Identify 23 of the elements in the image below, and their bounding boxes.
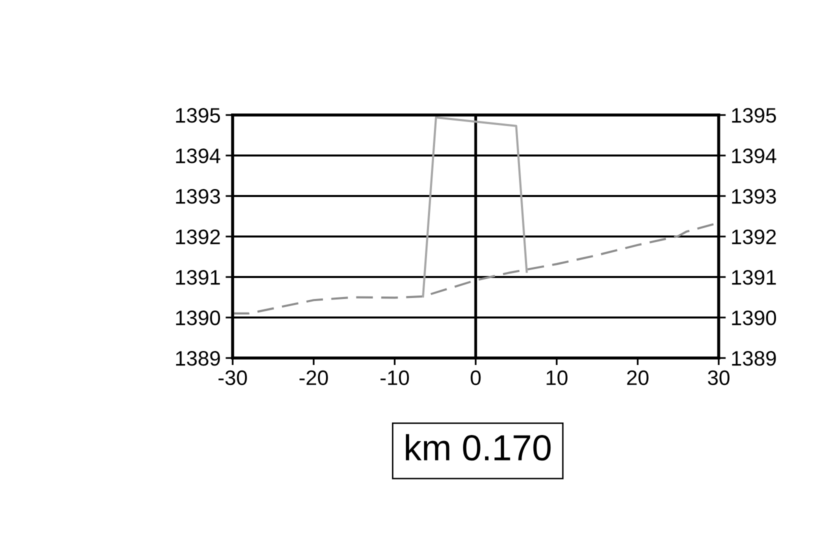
y2-tick-label: 1389 (732, 351, 776, 366)
y2-tick-label: 1390 (732, 310, 776, 326)
y2-tick-label: 1391 (732, 270, 776, 285)
x-tick-label: 30 (708, 370, 730, 386)
y-tick-label: 1393 (176, 189, 220, 204)
y2-tick-label: 1393 (732, 189, 776, 204)
y2-tick-label: 1395 (732, 108, 776, 123)
y-tick-label: 1391 (176, 270, 220, 285)
y-tick-label: 1389 (176, 351, 220, 366)
x-tick-label: -10 (380, 370, 409, 386)
y-tick-label: 1395 (176, 108, 220, 123)
y-tick-label: 1394 (176, 148, 220, 164)
y-tick-label: 1390 (176, 310, 220, 326)
x-tick-label: -20 (300, 370, 328, 386)
y2-tick-label: 1394 (732, 148, 776, 164)
x-tick-label: -30 (218, 370, 247, 386)
y2-tick-label: 1392 (732, 230, 776, 244)
line-series (422, 116, 528, 298)
x-tick-label: 20 (627, 370, 648, 386)
y-tick-label: 1392 (176, 230, 220, 244)
x-tick-label: 0 (470, 370, 481, 386)
text: km 0.170 (406, 434, 551, 461)
x-tick-label: 10 (546, 370, 568, 386)
